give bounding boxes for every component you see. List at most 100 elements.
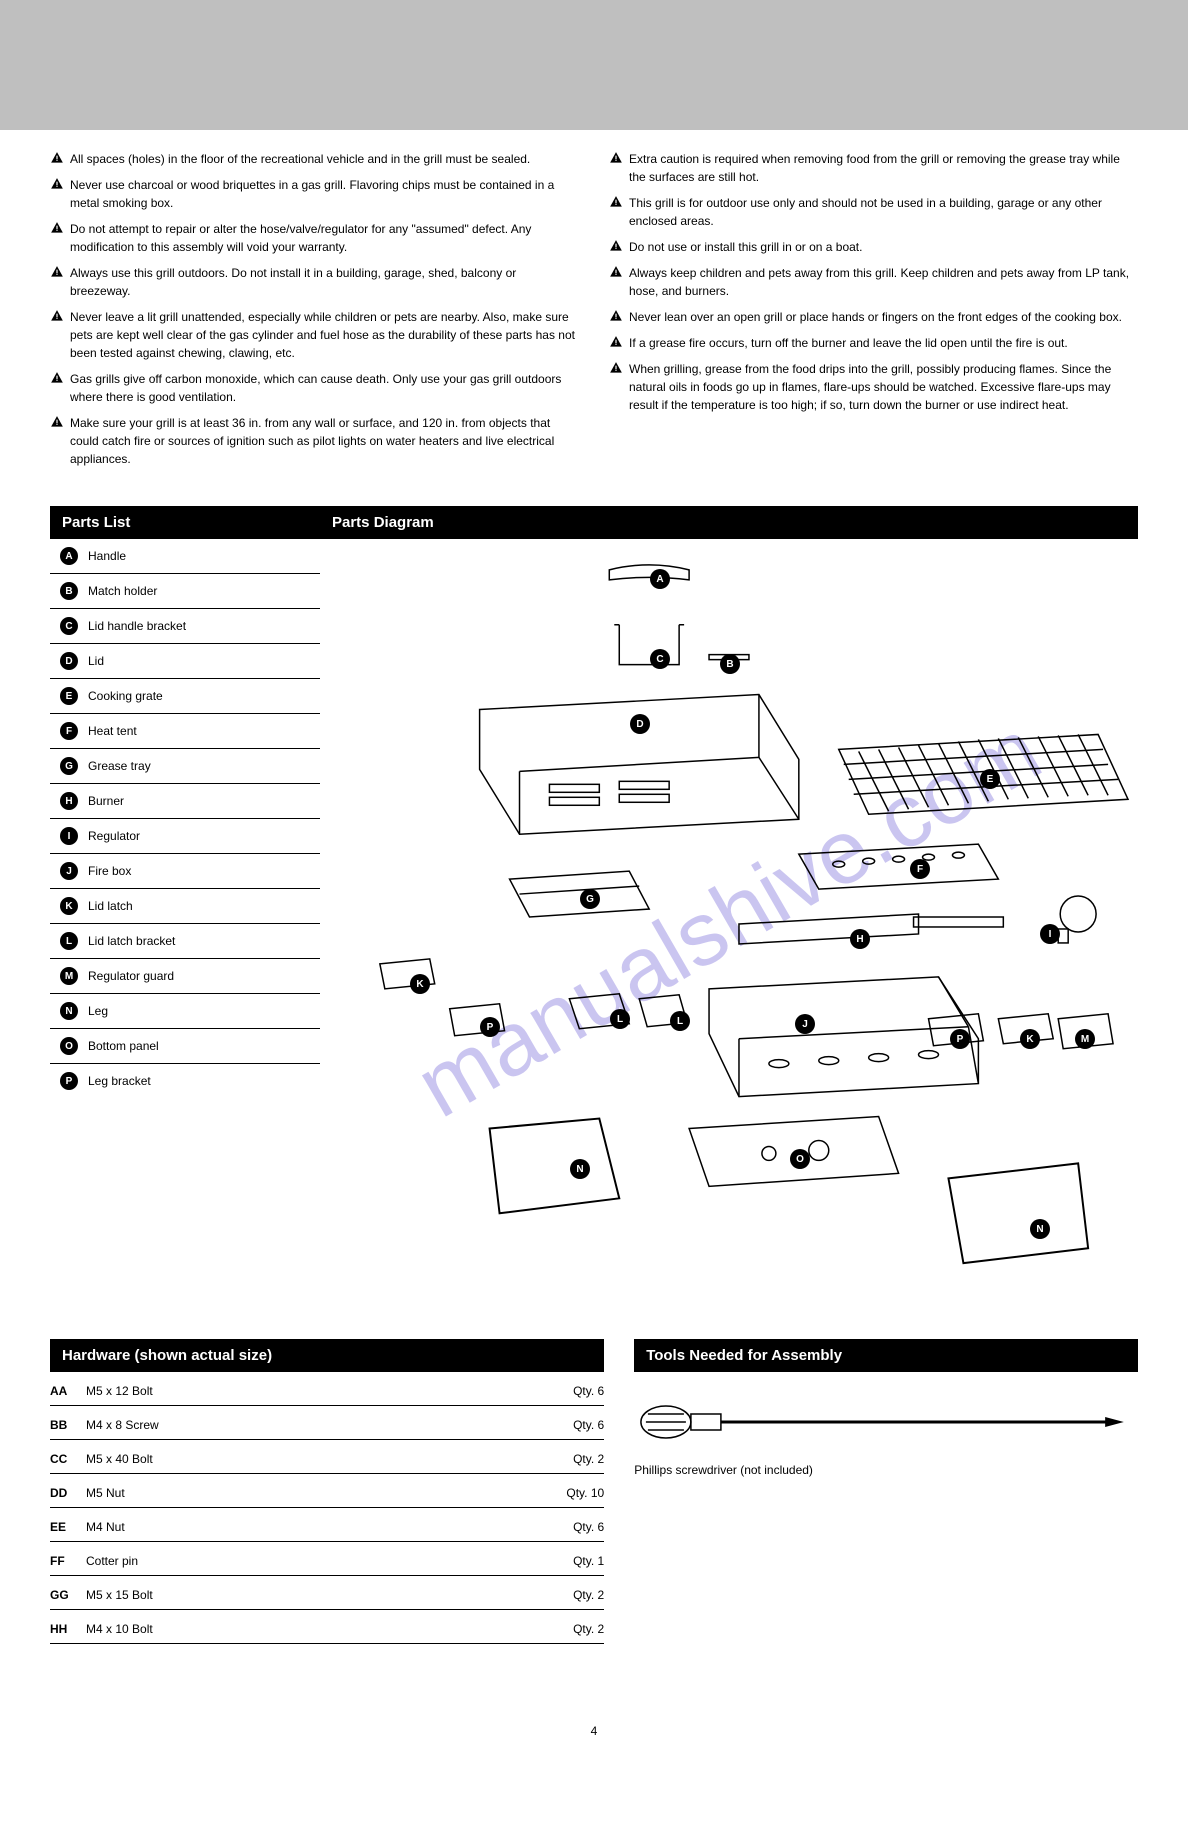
- warning-text: Never leave a lit grill unattended, espe…: [70, 308, 579, 362]
- part-name: Lid: [88, 654, 104, 668]
- hardware-row: EEM4 NutQty. 6: [50, 1508, 604, 1542]
- hardware-id: CC: [50, 1452, 74, 1466]
- part-name: Match holder: [88, 584, 157, 598]
- part-name: Fire box: [88, 864, 131, 878]
- hardware-desc: M4 x 8 Screw: [86, 1418, 522, 1432]
- hardware-row: AAM5 x 12 BoltQty. 6: [50, 1372, 604, 1406]
- hardware-column: Hardware (shown actual size) AAM5 x 12 B…: [50, 1339, 604, 1644]
- warning-text: Do not attempt to repair or alter the ho…: [70, 220, 579, 256]
- content-area: All spaces (holes) in the floor of the r…: [0, 130, 1188, 1674]
- warning-text: Extra caution is required when removing …: [629, 150, 1138, 186]
- warning-icon: [609, 335, 623, 349]
- parts-diagram-header: Parts Diagram: [320, 506, 1138, 539]
- hardware-qty: Qty. 2: [534, 1452, 604, 1466]
- part-id-circle: J: [60, 862, 78, 880]
- warning-icon: [609, 361, 623, 375]
- warning-item: Do not use or install this grill in or o…: [609, 238, 1138, 256]
- part-id-circle: M: [60, 967, 78, 985]
- part-row: FHeat tent: [50, 714, 320, 749]
- part-row: DLid: [50, 644, 320, 679]
- diagram-callout: B: [720, 654, 740, 674]
- warning-item: Make sure your grill is at least 36 in. …: [50, 414, 579, 468]
- diagram-callout: N: [1030, 1219, 1050, 1239]
- warning-item: Always use this grill outdoors. Do not i…: [50, 264, 579, 300]
- part-name: Cooking grate: [88, 689, 163, 703]
- diagram-callout: E: [980, 769, 1000, 789]
- warning-icon: [50, 151, 64, 165]
- part-row: M Regulator guard: [50, 959, 320, 994]
- warnings-left-col: All spaces (holes) in the floor of the r…: [50, 150, 579, 476]
- diagram-callout: K: [410, 974, 430, 994]
- hardware-row: HHM4 x 10 BoltQty. 2: [50, 1610, 604, 1644]
- warning-icon: [50, 221, 64, 235]
- part-row: HBurner: [50, 784, 320, 819]
- warning-text: Never use charcoal or wood briquettes in…: [70, 176, 579, 212]
- warning-text: All spaces (holes) in the floor of the r…: [70, 150, 579, 168]
- warning-item: This grill is for outdoor use only and s…: [609, 194, 1138, 230]
- warning-text: Do not use or install this grill in or o…: [629, 238, 1138, 256]
- parts-list-column: Parts List AHandleBMatch holderCLid hand…: [50, 506, 320, 1299]
- hardware-desc: M5 x 15 Bolt: [86, 1588, 522, 1602]
- hardware-id: FF: [50, 1554, 74, 1568]
- part-name: Lid latch: [88, 899, 133, 913]
- part-row: E Cooking grate: [50, 679, 320, 714]
- warning-text: Never lean over an open grill or place h…: [629, 308, 1138, 326]
- diagram-callout: L: [610, 1009, 630, 1029]
- part-name: Leg: [88, 1004, 108, 1018]
- warnings-right-col: Extra caution is required when removing …: [609, 150, 1138, 476]
- diagram-callout: F: [910, 859, 930, 879]
- hardware-row: FFCotter pinQty. 1: [50, 1542, 604, 1576]
- hardware-desc: M4 Nut: [86, 1520, 522, 1534]
- warning-icon: [609, 309, 623, 323]
- part-name: Lid handle bracket: [88, 619, 186, 633]
- part-row: C Lid handle bracket: [50, 609, 320, 644]
- part-id-circle: L: [60, 932, 78, 950]
- warning-text: Gas grills give off carbon monoxide, whi…: [70, 370, 579, 406]
- parts-list-rows: AHandle B Match holder C Lid handle bracket D…: [50, 539, 320, 1098]
- diagram-callout: I: [1040, 924, 1060, 944]
- part-row: AHandle: [50, 539, 320, 574]
- warning-text: If a grease fire occurs, turn off the bu…: [629, 334, 1138, 352]
- part-row: IRegulator: [50, 819, 320, 854]
- part-id-circle: K: [60, 897, 78, 915]
- diagram-callout: L: [670, 1011, 690, 1031]
- part-id-circle: N: [60, 1002, 78, 1020]
- part-row: B Match holder: [50, 574, 320, 609]
- warning-icon: [50, 371, 64, 385]
- hardware-row: DDM5 NutQty. 10: [50, 1474, 604, 1508]
- part-row: OBottom panel: [50, 1029, 320, 1064]
- diagram-callout: G: [580, 889, 600, 909]
- diagram-callout: P: [480, 1017, 500, 1037]
- part-id-circle: O: [60, 1037, 78, 1055]
- warning-text: Always use this grill outdoors. Do not i…: [70, 264, 579, 300]
- warning-text: When grilling, grease from the food drip…: [629, 360, 1138, 414]
- part-name: Lid latch bracket: [88, 934, 175, 948]
- header-bar: [0, 0, 1188, 130]
- part-name: Regulator: [88, 829, 140, 843]
- hardware-qty: Qty. 10: [534, 1486, 604, 1500]
- warning-item: Never leave a lit grill unattended, espe…: [50, 308, 579, 362]
- hardware-desc: M5 x 40 Bolt: [86, 1452, 522, 1466]
- diagram-callout: D: [630, 714, 650, 734]
- hardware-id: AA: [50, 1384, 74, 1398]
- part-id-circle: C: [60, 617, 78, 635]
- warnings-section: All spaces (holes) in the floor of the r…: [50, 150, 1138, 476]
- diagram-callout: P: [950, 1029, 970, 1049]
- hardware-row: CC M5 x 40 Bolt Qty. 2: [50, 1440, 604, 1474]
- parts-section: Parts List AHandleBMatch holderCLid hand…: [50, 506, 1138, 1299]
- hardware-desc: Cotter pin: [86, 1554, 522, 1568]
- diagram-callout: M: [1075, 1029, 1095, 1049]
- part-name: Regulator guard: [88, 969, 174, 983]
- part-row: N Leg: [50, 994, 320, 1029]
- hardware-id: BB: [50, 1418, 74, 1432]
- hardware-id: HH: [50, 1622, 74, 1636]
- warning-item: When grilling, grease from the food drip…: [609, 360, 1138, 414]
- diagram-callout: A: [650, 569, 670, 589]
- part-id-circle: B: [60, 582, 78, 600]
- hardware-id: GG: [50, 1588, 74, 1602]
- hardware-id: DD: [50, 1486, 74, 1500]
- tools-column: Tools Needed for Assembly Phillips screw…: [634, 1339, 1138, 1644]
- part-name: Heat tent: [88, 724, 137, 738]
- tools-item: Phillips screwdriver (not included): [634, 1463, 1138, 1477]
- part-id-circle: E: [60, 687, 78, 705]
